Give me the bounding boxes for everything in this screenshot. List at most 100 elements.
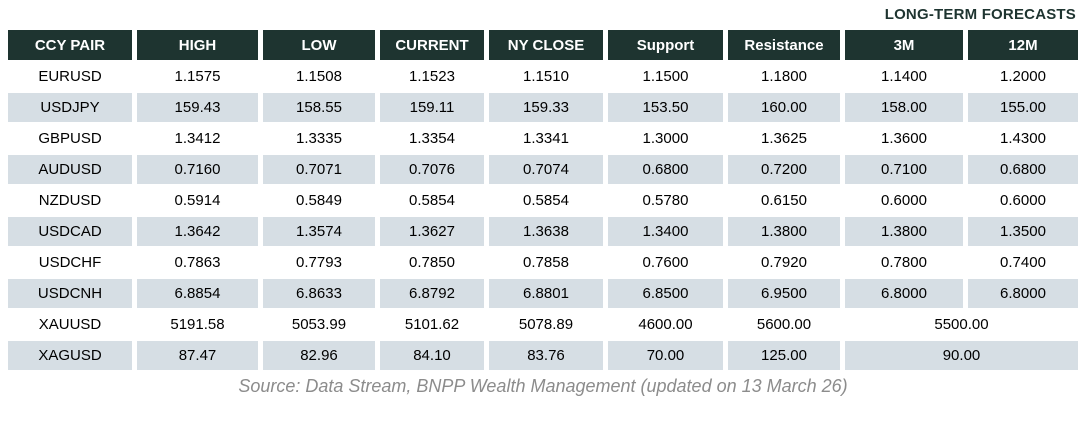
cell-low: 0.7793 <box>263 248 375 277</box>
cell-ccy-pair: NZDUSD <box>8 186 132 215</box>
cell-resistance: 0.7920 <box>728 248 840 277</box>
cell-ccy-pair: USDCNH <box>8 279 132 308</box>
cell-low: 1.3574 <box>263 217 375 246</box>
cell-12m: 1.3500 <box>968 217 1078 246</box>
cell-3m: 158.00 <box>845 93 963 122</box>
cell-low: 5053.99 <box>263 310 375 339</box>
cell-resistance: 0.6150 <box>728 186 840 215</box>
cell-support: 1.3000 <box>608 124 723 153</box>
cell-high: 159.43 <box>137 93 258 122</box>
cell-ny-close: 1.1510 <box>489 62 603 91</box>
cell-current: 6.8792 <box>380 279 484 308</box>
cell-current: 1.1523 <box>380 62 484 91</box>
cell-support: 6.8500 <box>608 279 723 308</box>
cell-ny-close: 6.8801 <box>489 279 603 308</box>
cell-12m: 1.2000 <box>968 62 1078 91</box>
cell-resistance: 125.00 <box>728 341 840 370</box>
cell-ccy-pair: AUDUSD <box>8 155 132 184</box>
cell-ny-close: 0.7858 <box>489 248 603 277</box>
cell-high: 1.3412 <box>137 124 258 153</box>
cell-current: 1.3627 <box>380 217 484 246</box>
cell-low: 0.5849 <box>263 186 375 215</box>
cell-support: 153.50 <box>608 93 723 122</box>
column-header-current: CURRENT <box>380 30 484 60</box>
cell-support: 1.3400 <box>608 217 723 246</box>
cell-resistance: 1.1800 <box>728 62 840 91</box>
cell-12m: 6.8000 <box>968 279 1078 308</box>
cell-3m: 1.3800 <box>845 217 963 246</box>
cell-current: 0.7076 <box>380 155 484 184</box>
column-header-resistance: Resistance <box>728 30 840 60</box>
table-row-usdcnh: USDCNH 6.8854 6.8633 6.8792 6.8801 6.8500 6.95… <box>8 279 1078 308</box>
cell-ccy-pair: USDCHF <box>8 248 132 277</box>
cell-ccy-pair: USDJPY <box>8 93 132 122</box>
cell-current: 84.10 <box>380 341 484 370</box>
cell-3m: 1.1400 <box>845 62 963 91</box>
cell-ccy-pair: USDCAD <box>8 217 132 246</box>
cell-3m: 6.8000 <box>845 279 963 308</box>
cell-ccy-pair: EURUSD <box>8 62 132 91</box>
cell-12m: 1.4300 <box>968 124 1078 153</box>
cell-support: 0.7600 <box>608 248 723 277</box>
table-row-usdchf: USDCHF 0.7863 0.7793 0.7850 0.7858 0.7600 0.79… <box>8 248 1078 277</box>
table-row-eurusd: EURUSD 1.1575 1.1508 1.1523 1.1510 1.1500 1.18… <box>8 62 1078 91</box>
cell-3m: 0.6000 <box>845 186 963 215</box>
cell-current: 0.7850 <box>380 248 484 277</box>
table-body: EURUSD 1.1575 1.1508 1.1523 1.1510 1.1500 1.18… <box>8 62 1078 370</box>
table-row-xauusd: XAUUSD 5191.58 5053.99 5101.62 5078.89 4600.0… <box>8 310 1078 339</box>
column-header-high: HIGH <box>137 30 258 60</box>
cell-low: 158.55 <box>263 93 375 122</box>
column-header-ny-close: NY CLOSE <box>489 30 603 60</box>
table-row-audusd: AUDUSD 0.7160 0.7071 0.7076 0.7074 0.6800 0.72… <box>8 155 1078 184</box>
source-caption: Source: Data Stream, BNPP Wealth Managem… <box>238 376 848 396</box>
cell-resistance: 1.3800 <box>728 217 840 246</box>
cell-high: 0.5914 <box>137 186 258 215</box>
cell-low: 1.1508 <box>263 62 375 91</box>
column-header-ccy-pair: CCY PAIR <box>8 30 132 60</box>
cell-3m: 0.7800 <box>845 248 963 277</box>
cell-12m: 0.7400 <box>968 248 1078 277</box>
cell-resistance: 1.3625 <box>728 124 840 153</box>
cell-resistance: 5600.00 <box>728 310 840 339</box>
cell-support: 70.00 <box>608 341 723 370</box>
column-header-low: LOW <box>263 30 375 60</box>
cell-high: 87.47 <box>137 341 258 370</box>
cell-long-term-forecast-merged: 90.00 <box>845 341 1078 370</box>
cell-support: 0.5780 <box>608 186 723 215</box>
cell-current: 5101.62 <box>380 310 484 339</box>
cell-12m: 0.6800 <box>968 155 1078 184</box>
cell-high: 0.7160 <box>137 155 258 184</box>
table-row-nzdusd: NZDUSD 0.5914 0.5849 0.5854 0.5854 0.5780 0.61… <box>8 186 1078 215</box>
cell-current: 159.11 <box>380 93 484 122</box>
cell-current: 1.3354 <box>380 124 484 153</box>
cell-ccy-pair: XAUUSD <box>8 310 132 339</box>
cell-resistance: 160.00 <box>728 93 840 122</box>
cell-ny-close: 0.7074 <box>489 155 603 184</box>
table-row-usdcad: USDCAD 1.3642 1.3574 1.3627 1.3638 1.3400 1.38… <box>8 217 1078 246</box>
cell-high: 0.7863 <box>137 248 258 277</box>
column-header-support: Support <box>608 30 723 60</box>
fx-forecast-table: CCY PAIR HIGH LOW CURRENT NY CLOSE Support Res… <box>3 28 1083 372</box>
cell-high: 1.1575 <box>137 62 258 91</box>
column-header-3m: 3M <box>845 30 963 60</box>
column-header-12m: 12M <box>968 30 1078 60</box>
cell-ny-close: 5078.89 <box>489 310 603 339</box>
cell-current: 0.5854 <box>380 186 484 215</box>
long-term-forecasts-label: LONG-TERM FORECASTS <box>884 6 1076 23</box>
cell-ccy-pair: GBPUSD <box>8 124 132 153</box>
cell-high: 5191.58 <box>137 310 258 339</box>
table-header-row: CCY PAIR HIGH LOW CURRENT NY CLOSE Support Res… <box>8 30 1078 60</box>
cell-long-term-forecast-merged: 5500.00 <box>845 310 1078 339</box>
cell-12m: 155.00 <box>968 93 1078 122</box>
cell-3m: 1.3600 <box>845 124 963 153</box>
cell-12m: 0.6000 <box>968 186 1078 215</box>
table-row-usdjpy: USDJPY 159.43 158.55 159.11 159.33 153.50 160.… <box>8 93 1078 122</box>
cell-resistance: 0.7200 <box>728 155 840 184</box>
cell-high: 6.8854 <box>137 279 258 308</box>
cell-low: 82.96 <box>263 341 375 370</box>
cell-ny-close: 83.76 <box>489 341 603 370</box>
cell-support: 1.1500 <box>608 62 723 91</box>
cell-ny-close: 159.33 <box>489 93 603 122</box>
cell-ccy-pair: XAGUSD <box>8 341 132 370</box>
